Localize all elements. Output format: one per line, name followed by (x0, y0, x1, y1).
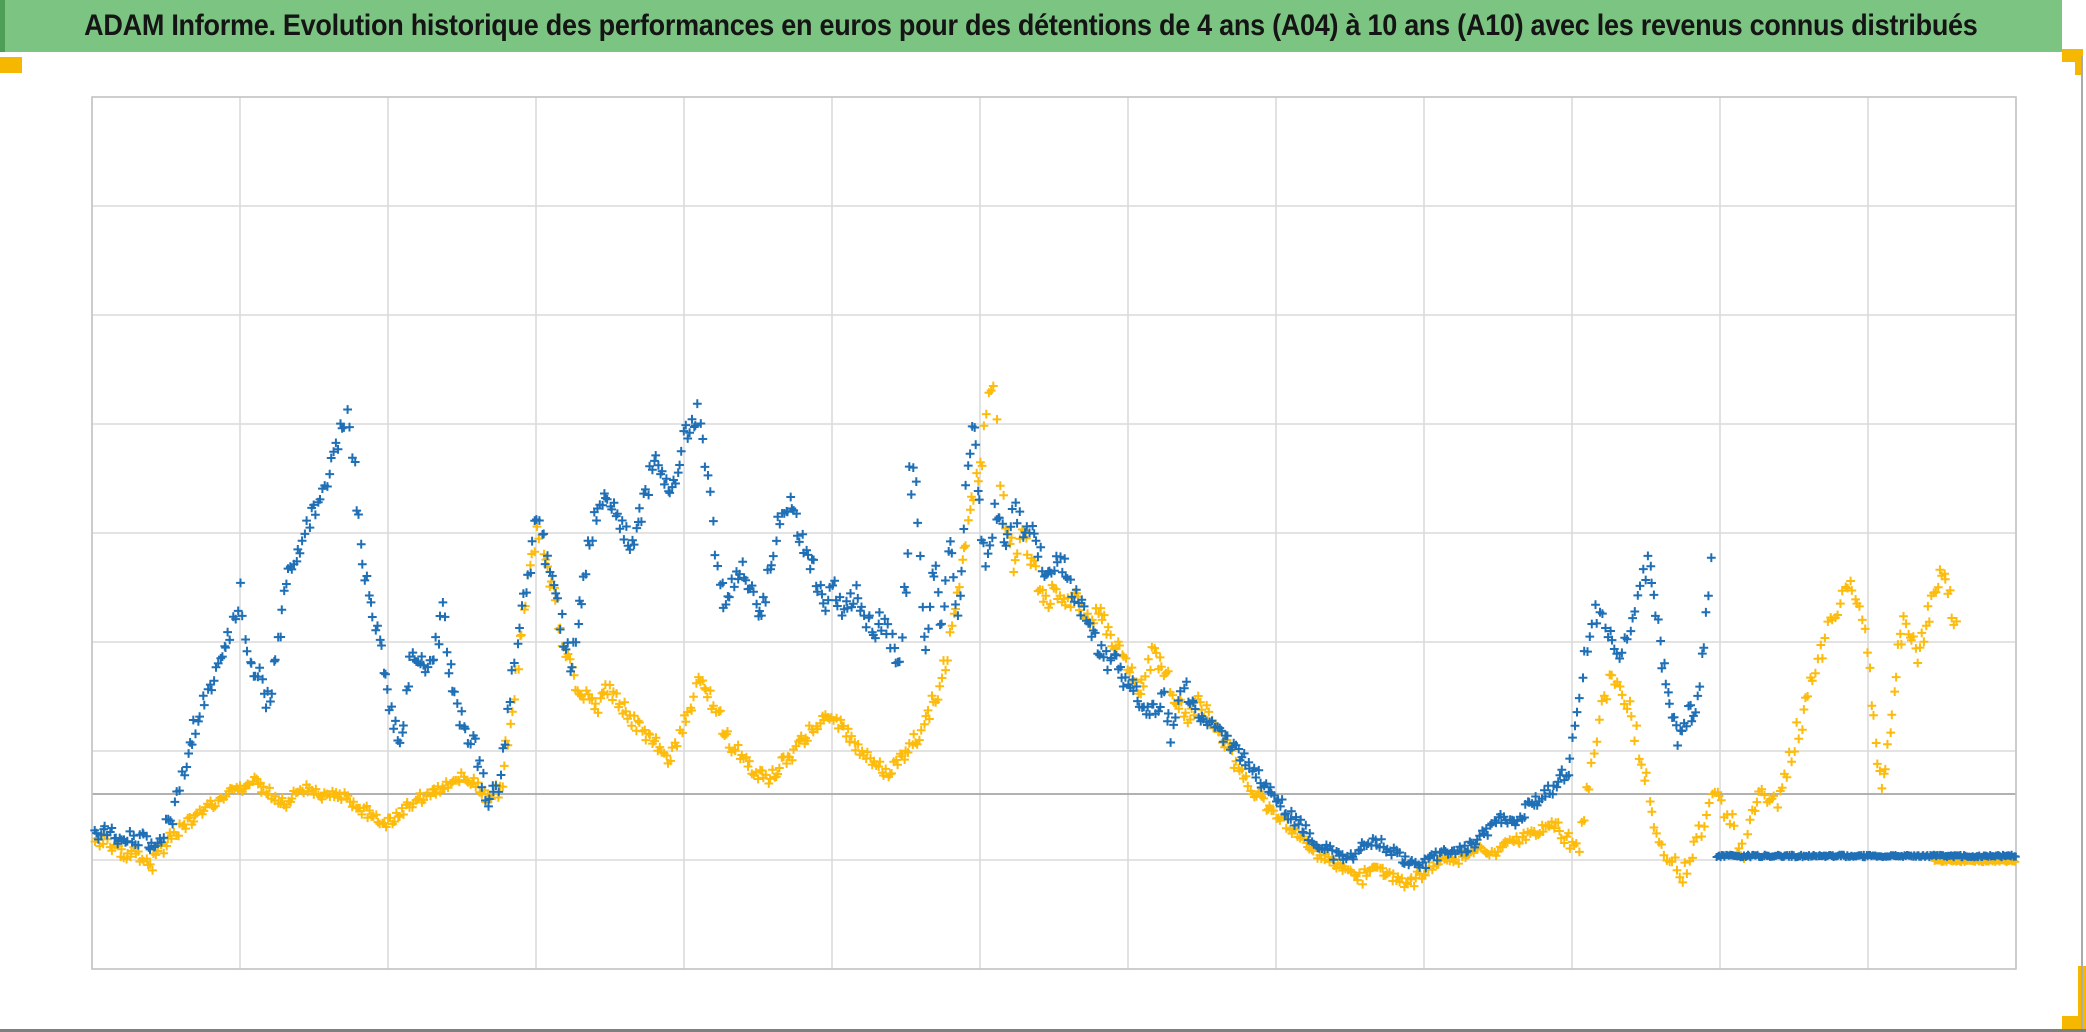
accent-top-left (0, 57, 22, 73)
bottom-rule (0, 1029, 2086, 1032)
accent-top-right-vertical (2075, 49, 2083, 75)
series-gold-markers (90, 381, 2020, 892)
accent-bottom-right-horizontal (2062, 1016, 2086, 1029)
title-banner: ADAM Informe. Evolution historique des p… (0, 0, 2062, 52)
banner-left-edge (0, 0, 5, 52)
plot-border (91, 96, 2017, 970)
grid-lines (91, 96, 2017, 970)
series-blue-markers (90, 399, 2020, 873)
right-frame-line (2081, 56, 2083, 1032)
report-title: ADAM Informe. Evolution historique des p… (84, 9, 1978, 42)
